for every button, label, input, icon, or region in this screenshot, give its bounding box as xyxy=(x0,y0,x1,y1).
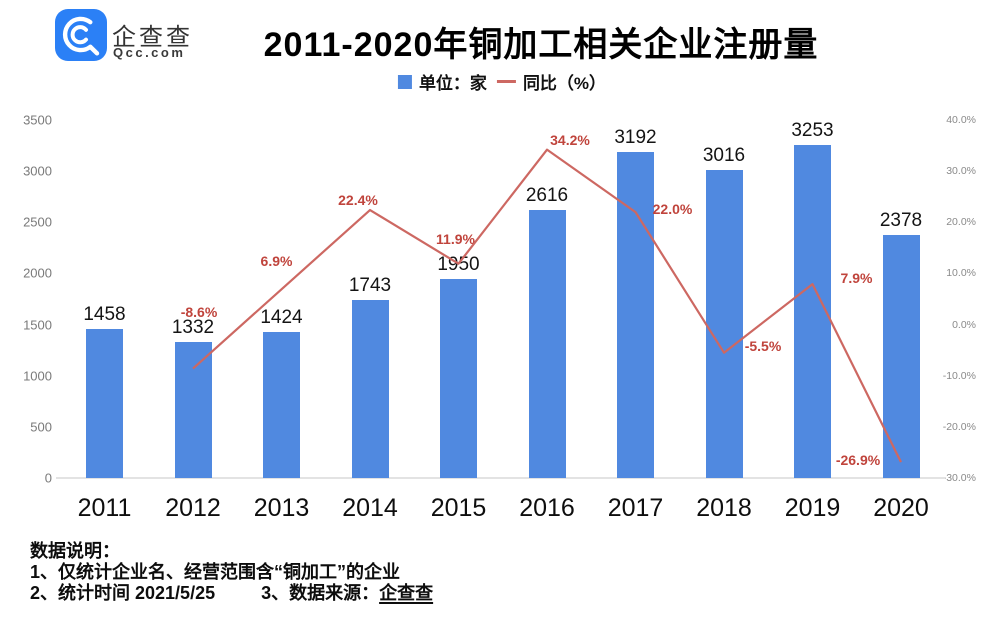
bar-value-label: 3016 xyxy=(702,144,746,166)
left-axis-tick: 500 xyxy=(30,419,52,435)
notes-stat-time: 2、统计时间 2021/5/25 xyxy=(30,583,216,603)
bar-2020 xyxy=(882,234,920,478)
right-axis-tick: 0.0% xyxy=(952,318,976,331)
right-axis-tick: 10.0% xyxy=(946,267,976,280)
notes-line1: 1、仅统计企业名、经营范围含“铜加工”的企业 xyxy=(30,562,401,582)
left-axis-tick: 2000 xyxy=(23,265,52,281)
right-axis-tick: 30.0% xyxy=(946,165,976,178)
bar-value-label: 1424 xyxy=(260,307,303,329)
bar-2012 xyxy=(174,341,212,478)
legend-bar-label: 单位：家 xyxy=(418,74,487,93)
bar-2017 xyxy=(617,151,654,478)
right-axis-tick: -10.0% xyxy=(942,369,976,382)
x-axis-label-2017: 2017 xyxy=(607,494,664,522)
legend-line-label: 同比（%） xyxy=(522,74,607,93)
x-axis-label-2012: 2012 xyxy=(165,494,221,522)
right-axis-tick: -30.0% xyxy=(942,472,976,484)
bar-value-label: 1332 xyxy=(171,316,215,338)
bar-value-label: 1743 xyxy=(348,274,392,296)
x-axis-label-2019: 2019 xyxy=(784,494,841,522)
bar-2016 xyxy=(528,210,566,478)
right-axis-tick: 20.0% xyxy=(946,216,976,229)
bar-value-label: 1458 xyxy=(83,303,126,325)
line-point-label: 7.9% xyxy=(840,270,873,287)
bar-value-label: 1950 xyxy=(437,253,480,275)
legend-line-swatch xyxy=(496,80,516,83)
bar-value-label: 2616 xyxy=(525,185,569,207)
x-axis-label-2016: 2016 xyxy=(519,494,575,522)
left-axis-tick: 0 xyxy=(44,470,52,486)
legend-bar-swatch xyxy=(397,74,412,89)
bar-2013 xyxy=(263,332,300,478)
left-axis-tick: 2500 xyxy=(23,214,52,230)
x-axis-label-2018: 2018 xyxy=(696,494,752,522)
logo-domain: Qcc.com xyxy=(113,45,186,60)
x-axis-label-2020: 2020 xyxy=(873,494,929,522)
line-point-label: 22.0% xyxy=(652,201,693,218)
left-axis-tick: 1500 xyxy=(23,317,52,333)
line-point-label: -5.5% xyxy=(744,337,782,354)
logo-company-name: 企查查 xyxy=(112,24,193,51)
bar-2015 xyxy=(440,278,477,478)
bar-2019 xyxy=(794,145,831,478)
bar-value-label: 3192 xyxy=(614,126,657,148)
line-point-label: -8.6% xyxy=(180,303,218,320)
x-axis-label-2011: 2011 xyxy=(77,494,132,522)
line-point-label: 22.4% xyxy=(338,192,378,208)
left-axis-tick: 1000 xyxy=(23,368,52,384)
x-axis-label-2015: 2015 xyxy=(430,494,487,522)
left-axis-tick: 3000 xyxy=(23,163,52,179)
qcc-logo xyxy=(55,9,107,61)
notes-source-label: 3、数据来源： xyxy=(261,583,380,603)
data-notes: 数据说明： 1、仅统计企业名、经营范围含“铜加工”的企业 2、统计时间 2021… xyxy=(30,541,433,604)
notes-line2: 2、统计时间 2021/5/25 3、数据来源：企查查 xyxy=(30,583,433,604)
bar-value-label: 2378 xyxy=(879,209,923,231)
x-axis-line xyxy=(56,477,945,479)
bar-2014 xyxy=(351,299,389,478)
x-axis-label-2014: 2014 xyxy=(342,494,398,522)
line-point-label: 6.9% xyxy=(260,253,293,270)
line-point-label: 11.9% xyxy=(436,230,475,247)
right-axis-tick: 40.0% xyxy=(946,114,976,126)
bar-2011 xyxy=(86,328,123,478)
left-axis-tick: 3500 xyxy=(23,112,52,128)
x-axis-label-2013: 2013 xyxy=(253,494,310,522)
bar-2018 xyxy=(705,169,743,478)
qcc-magnifier-icon xyxy=(62,16,100,56)
notes-heading: 数据说明： xyxy=(30,541,120,561)
right-axis-tick: -20.0% xyxy=(942,420,976,433)
notes-source-link[interactable]: 企查查 xyxy=(379,583,434,603)
chart-title: 2011-2020年铜加工相关企业注册量 xyxy=(263,26,819,64)
line-point-label: 34.2% xyxy=(550,131,590,148)
line-point-label: -26.9% xyxy=(835,452,881,469)
chart-legend: 单位：家 同比（%） xyxy=(397,69,607,94)
bar-value-label: 3253 xyxy=(791,120,834,142)
